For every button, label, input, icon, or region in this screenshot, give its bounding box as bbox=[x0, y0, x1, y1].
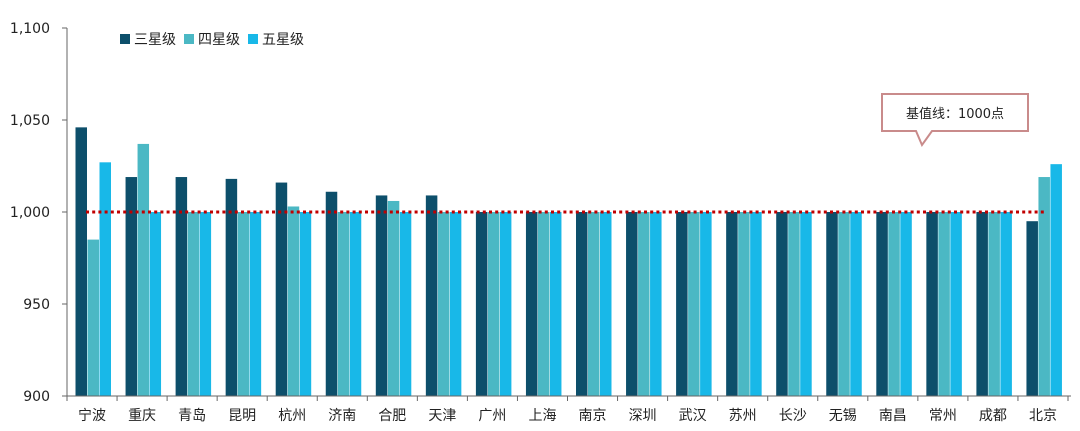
bar-三星级-宁波 bbox=[75, 127, 87, 397]
x-category-label: 宁波 bbox=[78, 407, 106, 424]
x-category-label: 合肥 bbox=[378, 408, 406, 424]
bar-三星级-长沙 bbox=[776, 212, 788, 396]
bar-五星级-南昌 bbox=[900, 212, 912, 396]
bar-四星级-长沙 bbox=[788, 212, 800, 396]
bar-五星级-深圳 bbox=[650, 212, 662, 396]
y-tick-label: 1,050 bbox=[10, 113, 50, 129]
bar-三星级-广州 bbox=[475, 212, 488, 396]
bar-三星级-杭州 bbox=[275, 182, 288, 396]
bar-五星级-常州 bbox=[950, 212, 962, 396]
bar-四星级-成都 bbox=[988, 212, 1000, 396]
bar-四星级-常州 bbox=[938, 212, 950, 396]
bar-四星级-广州 bbox=[487, 212, 500, 396]
bar-三星级-苏州 bbox=[726, 212, 738, 396]
bar-五星级-北京 bbox=[1050, 164, 1062, 396]
bar-三星级-南京 bbox=[576, 212, 588, 396]
bar-五星级-成都 bbox=[1000, 212, 1012, 396]
axes-layer: 900 950 1,000 1,050 1,100 宁波 重庆 青岛 昆明 杭州 济南 合肥 天津 广州 上… bbox=[10, 21, 1071, 424]
x-category-label: 上海 bbox=[528, 408, 556, 424]
bar-四星级-天津 bbox=[437, 212, 450, 396]
x-category-label: 无锡 bbox=[829, 408, 857, 424]
bar-四星级-苏州 bbox=[738, 212, 750, 396]
bar-三星级-天津 bbox=[425, 195, 438, 396]
y-tick-label: 1,000 bbox=[10, 205, 50, 221]
bar-四星级-武汉 bbox=[688, 212, 700, 396]
bar-三星级-武汉 bbox=[676, 212, 688, 396]
baseline-callout-label: 基值线：1000点 bbox=[906, 106, 1004, 122]
bar-三星级-南昌 bbox=[876, 212, 888, 396]
bar-三星级-成都 bbox=[976, 212, 988, 396]
bar-五星级-天津 bbox=[449, 212, 462, 396]
bar-五星级-济南 bbox=[349, 212, 362, 396]
x-category-label: 杭州 bbox=[278, 408, 306, 424]
y-tick-label: 1,100 bbox=[10, 21, 50, 37]
bar-三星级-济南 bbox=[325, 191, 338, 396]
x-category-label: 昆明 bbox=[228, 408, 256, 424]
bar-三星级-深圳 bbox=[626, 212, 638, 396]
legend: 三星级 四星级 五星级 bbox=[120, 32, 304, 48]
bar-四星级-重庆 bbox=[137, 143, 150, 396]
bar-三星级-常州 bbox=[926, 212, 938, 396]
bar-四星级-南京 bbox=[588, 212, 600, 396]
bar-五星级-合肥 bbox=[399, 212, 412, 396]
bar-四星级-宁波 bbox=[87, 239, 99, 396]
x-category-label: 济南 bbox=[328, 408, 356, 424]
x-category-label: 青岛 bbox=[178, 408, 206, 424]
bar-三星级-昆明 bbox=[225, 178, 238, 396]
x-category-label: 常州 bbox=[929, 408, 957, 424]
bars-layer bbox=[75, 127, 1062, 397]
x-category-label: 北京 bbox=[1029, 408, 1057, 424]
bar-三星级-上海 bbox=[525, 212, 538, 396]
bar-四星级-无锡 bbox=[838, 212, 850, 396]
x-category-label: 重庆 bbox=[128, 408, 156, 424]
bar-三星级-重庆 bbox=[125, 177, 138, 396]
bar-三星级-无锡 bbox=[826, 212, 838, 396]
annotation: 基值线：1000点 bbox=[881, 93, 1029, 148]
bar-四星级-济南 bbox=[337, 212, 350, 396]
bar-三星级-青岛 bbox=[175, 177, 188, 396]
bar-四星级-昆明 bbox=[237, 212, 250, 396]
bar-四星级-南昌 bbox=[888, 212, 900, 396]
bar-四星级-上海 bbox=[537, 212, 550, 396]
bar-五星级-杭州 bbox=[299, 212, 312, 396]
x-category-label: 南昌 bbox=[879, 408, 907, 424]
x-category-label: 成都 bbox=[979, 408, 1007, 424]
legend-label: 四星级 bbox=[198, 32, 240, 48]
bar-五星级-青岛 bbox=[199, 212, 212, 396]
legend-swatch bbox=[120, 34, 130, 44]
bar-五星级-上海 bbox=[549, 212, 562, 396]
bar-四星级-杭州 bbox=[287, 206, 300, 396]
legend-label: 五星级 bbox=[262, 32, 304, 48]
bar-五星级-宁波 bbox=[99, 162, 111, 396]
x-category-label: 广州 bbox=[478, 408, 506, 424]
bar-五星级-昆明 bbox=[249, 212, 262, 396]
bar-五星级-广州 bbox=[499, 212, 512, 396]
x-category-label: 南京 bbox=[579, 408, 607, 424]
bar-四星级-深圳 bbox=[638, 212, 650, 396]
x-category-label: 深圳 bbox=[629, 408, 657, 424]
x-category-label: 天津 bbox=[428, 408, 456, 424]
x-category-label: 武汉 bbox=[679, 408, 707, 424]
bar-四星级-北京 bbox=[1038, 177, 1050, 396]
bar-三星级-合肥 bbox=[375, 195, 388, 396]
bar-五星级-长沙 bbox=[800, 212, 812, 396]
bar-五星级-无锡 bbox=[850, 212, 862, 396]
bar-四星级-合肥 bbox=[387, 200, 400, 396]
bar-五星级-重庆 bbox=[149, 212, 162, 396]
bar-五星级-苏州 bbox=[750, 212, 762, 396]
legend-swatch bbox=[248, 34, 258, 44]
x-category-label: 苏州 bbox=[729, 408, 757, 424]
bar-五星级-南京 bbox=[600, 212, 612, 396]
bar-五星级-武汉 bbox=[700, 212, 712, 396]
baseline-callout bbox=[881, 93, 1029, 148]
bar-三星级-北京 bbox=[1026, 221, 1038, 396]
legend-label: 三星级 bbox=[134, 32, 176, 48]
legend-swatch bbox=[184, 34, 194, 44]
bar-四星级-青岛 bbox=[187, 212, 200, 396]
x-category-label: 长沙 bbox=[779, 408, 807, 424]
y-tick-label: 950 bbox=[23, 297, 50, 313]
y-tick-label: 900 bbox=[23, 389, 50, 405]
